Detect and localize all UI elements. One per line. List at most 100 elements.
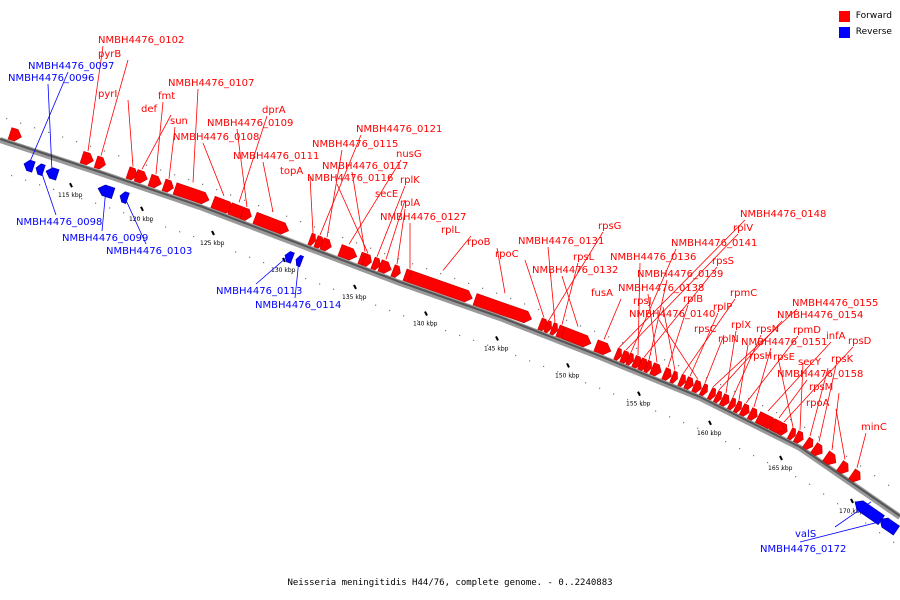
gene-nmbh4476-0114[interactable] [294, 254, 304, 268]
gene-pyri-label[interactable]: pyrI [98, 89, 117, 100]
gene-sece[interactable] [377, 259, 393, 275]
gene-rpoa-label[interactable]: rpoA [806, 398, 830, 409]
gene-nmbh4476-0151[interactable] [746, 407, 760, 422]
gene-rplx-label[interactable]: rplX [731, 320, 751, 331]
gene-nmbh4476-0099[interactable] [96, 183, 116, 199]
gene-nmbh4476-0148-label[interactable]: NMBH4476_0148 [740, 209, 826, 220]
gene-rpse[interactable] [792, 430, 806, 445]
gene-nmbh4476-0111-label[interactable]: NMBH4476_0111 [233, 151, 319, 162]
gene-nmbh4476-0155-label[interactable]: NMBH4476_0155 [792, 298, 878, 309]
gene-nmbh4476-0115[interactable] [319, 237, 334, 253]
gene-nmbh4476-0113-label[interactable]: NMBH4476_0113 [216, 286, 302, 297]
gene-rpla[interactable] [390, 264, 403, 279]
gene-rpsh[interactable] [786, 427, 798, 441]
gene-rpoc-label[interactable]: rpoC [495, 249, 519, 260]
gene-rpsn[interactable] [726, 397, 738, 411]
gene-nmbh4476-0102[interactable] [79, 150, 95, 166]
gene-nmbh4476-0151-label[interactable]: NMBH4476_0151 [741, 337, 827, 348]
gene-nmbh4476-0131-label[interactable]: NMBH4476_0131 [518, 236, 604, 247]
gene-nmbh4476-0115-label[interactable]: NMBH4476_0115 [312, 139, 398, 150]
gene-nmbh4476-0109[interactable] [239, 206, 254, 222]
gene-nmbh4476-0107-label[interactable]: NMBH4476_0107 [168, 78, 254, 89]
gene-nmbh4476-0108-label[interactable]: NMBH4476_0108 [173, 132, 259, 143]
gene-nmbh4476-0116[interactable] [361, 253, 374, 268]
gene-rpsd-label[interactable]: rpsD [848, 336, 872, 347]
gene-topa-label[interactable]: topA [280, 166, 303, 177]
gene-vals-label[interactable]: valS [795, 529, 816, 540]
gene-rplb[interactable] [661, 367, 674, 382]
gene-rpsk-label[interactable]: rpsK [831, 354, 854, 365]
gene-nmbh4476-0141-label[interactable]: NMBH4476_0141 [671, 238, 757, 249]
gene-rpob[interactable] [472, 293, 534, 325]
gene-nmbh4476-0116-label[interactable]: NMBH4476_0116 [307, 173, 393, 184]
gene-rpsm-label[interactable]: rpsM [809, 382, 833, 393]
gene-rplv-label[interactable]: rplV [733, 223, 753, 234]
gene-rpsj-label[interactable]: rpsJ [633, 296, 652, 307]
gene-nmbh4476-0098[interactable] [34, 163, 46, 176]
gene-rpmc-label[interactable]: rpmC [730, 288, 757, 299]
gene-nmbh4476-0103[interactable] [118, 191, 130, 204]
gene-secy-label[interactable]: secY [798, 357, 822, 368]
gene-sun-label[interactable]: sun [170, 116, 188, 127]
gene-secy[interactable] [802, 436, 816, 451]
gene-sun[interactable] [161, 178, 175, 194]
gene-rpll[interactable] [407, 270, 474, 304]
gene-nmbh4476-0097-label[interactable]: NMBH4476_0097 [28, 61, 114, 72]
gene-rpsk[interactable] [810, 442, 826, 459]
gene-rpsg-label[interactable]: rpsG [598, 221, 621, 232]
gene-nmbh4476-0132-label[interactable]: NMBH4476_0132 [532, 265, 618, 276]
gene-rpmd[interactable] [738, 403, 752, 418]
gene-pyrb[interactable] [93, 155, 107, 171]
gene-rplp[interactable] [683, 376, 696, 391]
gene-nmbh4476-0155[interactable] [706, 387, 718, 401]
gene-rpsc[interactable] [698, 383, 710, 397]
gene-rpmc[interactable] [677, 373, 688, 387]
gene-nmbh4476-0121-label[interactable]: NMBH4476_0121 [356, 124, 442, 135]
gene-fmt[interactable] [147, 173, 163, 189]
gene-dpra-label[interactable]: dprA [262, 105, 286, 116]
gene-nmbh4476-0154-label[interactable]: NMBH4476_0154 [777, 310, 863, 321]
gene-nmbh4476-0109-label[interactable]: NMBH4476_0109 [207, 118, 293, 129]
gene-nmbh4476-0096-label[interactable]: NMBH4476_0096 [8, 73, 94, 84]
gene-rplp-label[interactable]: rplP [713, 302, 732, 313]
gene-rpsc-label[interactable]: rpsC [694, 324, 717, 335]
gene-def[interactable] [133, 169, 149, 185]
gene-left-edge[interactable] [7, 127, 23, 143]
gene-pyri[interactable] [125, 166, 139, 182]
gene-nmbh4476-0138[interactable] [649, 362, 664, 378]
gene-def-label[interactable]: def [141, 104, 158, 115]
legend-reverse[interactable]: Reverse [838, 24, 892, 40]
gene-nmbh4476-0102-label[interactable]: NMBH4476_0102 [98, 35, 184, 46]
gene-nmbh4476-0103-label[interactable]: NMBH4476_0103 [106, 246, 192, 257]
gene-rpla-label[interactable]: rplA [400, 198, 420, 209]
gene-nmbh4476-0113[interactable] [283, 250, 295, 264]
gene-nmbh4476-0138-label[interactable]: NMBH4476_0138 [618, 283, 704, 294]
gene-rpsn-label[interactable]: rpsN [756, 324, 779, 335]
gene-rpss-label[interactable]: rpsS [712, 256, 734, 267]
gene-pyrb-label[interactable]: pyrB [98, 49, 121, 60]
gene-nmbh4476-0141[interactable] [625, 352, 636, 366]
legend-forward[interactable]: Forward [838, 8, 892, 24]
gene-rplx[interactable] [718, 393, 732, 408]
gene-rplk-label[interactable]: rplK [400, 175, 420, 186]
gene-nmbh4476-0154[interactable] [712, 390, 724, 404]
gene-minc[interactable] [848, 468, 864, 485]
gene-rpoa[interactable] [836, 460, 852, 477]
gene-fusa-label[interactable]: fusA [591, 288, 613, 299]
gene-nusg-label[interactable]: nusG [396, 149, 422, 160]
gene-fusa[interactable] [593, 339, 613, 357]
gene-rpob-label[interactable]: rpoB [467, 237, 491, 248]
gene-rplk[interactable] [370, 256, 383, 271]
gene-nmbh4476-0132[interactable] [560, 326, 593, 349]
gene-nmbh4476-0107[interactable] [172, 182, 211, 206]
gene-nmbh4476-0139[interactable] [643, 359, 654, 374]
gene-nmbh4476-0099-label[interactable]: NMBH4476_0099 [62, 233, 148, 244]
gene-rpsm[interactable] [822, 450, 840, 468]
gene-nmbh4476-0131[interactable] [549, 322, 560, 336]
gene-nmbh4476-0172[interactable] [877, 515, 900, 536]
gene-rpsl-label[interactable]: rpsL [573, 252, 595, 263]
gene-rplb-label[interactable]: rplB [683, 294, 703, 305]
gene-rpln-label[interactable]: rplN [718, 334, 739, 345]
gene-nmbh4476-0158-label[interactable]: NMBH4476_0158 [777, 369, 863, 380]
gene-nmbh4476-0140-label[interactable]: NMBH4476_0140 [629, 309, 715, 320]
